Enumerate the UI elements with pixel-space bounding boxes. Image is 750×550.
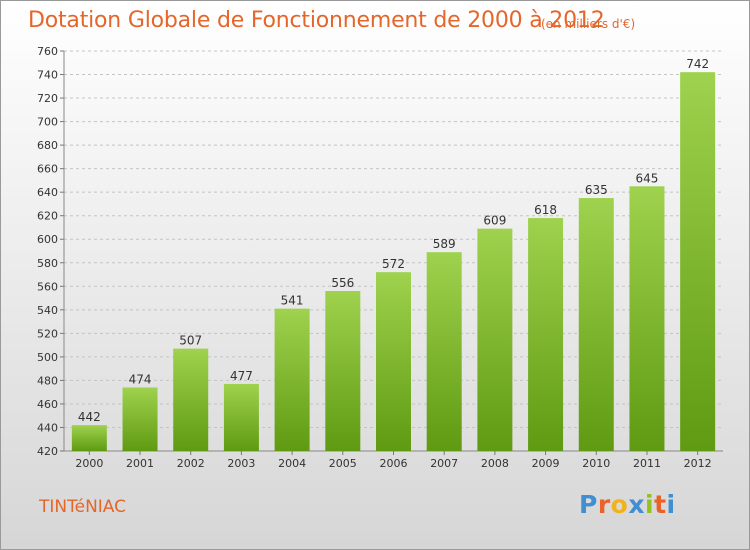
y-tick-label: 480 <box>37 374 58 387</box>
y-tick-label: 620 <box>37 210 58 223</box>
y-tick-label: 740 <box>37 69 58 82</box>
bar-2008 <box>477 228 513 451</box>
x-tick-label-2007: 2007 <box>430 457 458 470</box>
y-tick-label: 560 <box>37 280 58 293</box>
data-label-2012: 742 <box>686 57 709 71</box>
bar-2012 <box>680 72 716 452</box>
bar-2011 <box>629 186 665 451</box>
x-tick-label-2008: 2008 <box>481 457 509 470</box>
logo-letter: i <box>645 490 655 519</box>
y-tick-label: 600 <box>37 233 58 246</box>
labels: 420 440 460 480 500 520 540 560 580 600 620 640 660 6… <box>37 45 712 470</box>
bar-2006 <box>376 272 411 451</box>
y-tick-label: 640 <box>37 186 58 199</box>
data-label-2005: 556 <box>331 276 354 290</box>
x-tick-label-2003: 2003 <box>227 457 255 470</box>
x-tick-label-2000: 2000 <box>75 457 103 470</box>
bar-2002 <box>173 348 209 451</box>
y-tick-label: 420 <box>37 445 58 458</box>
bars <box>71 72 716 452</box>
data-label-2006: 572 <box>382 257 405 271</box>
y-tick-label: 580 <box>37 257 58 270</box>
logo-letter: r <box>597 490 611 519</box>
logo-letter: i <box>666 490 676 519</box>
bar-2001 <box>122 387 158 451</box>
data-label-2010: 635 <box>585 183 608 197</box>
logo-letter: o <box>610 490 629 519</box>
bar-2000 <box>71 425 107 451</box>
y-tick-label: 720 <box>37 92 58 105</box>
y-tick-label: 520 <box>37 327 58 340</box>
y-tick-label: 700 <box>37 116 58 129</box>
logo-letter: t <box>654 490 667 519</box>
data-label-2002: 507 <box>179 334 202 348</box>
y-tick-label: 500 <box>37 351 58 364</box>
bar-2010 <box>578 198 614 451</box>
data-label-2000: 442 <box>78 410 101 424</box>
y-tick-label: 540 <box>37 304 58 317</box>
chart-subtitle: (en milliers d'€) <box>541 17 636 31</box>
data-label-2003: 477 <box>230 369 253 383</box>
data-label-2001: 474 <box>129 372 152 386</box>
x-tick-label-2006: 2006 <box>380 457 408 470</box>
proxiti-logo[interactable]: Proxiti <box>579 490 676 519</box>
y-tick-label: 440 <box>37 421 58 434</box>
bar-2007 <box>426 252 462 451</box>
x-tick-label-2005: 2005 <box>329 457 357 470</box>
x-tick-label-2009: 2009 <box>532 457 560 470</box>
bar-2004 <box>274 308 310 451</box>
chart-title: Dotation Globale de Fonctionnement de 20… <box>28 8 605 33</box>
logo-letter: x <box>628 490 645 519</box>
x-tick-label-2012: 2012 <box>684 457 712 470</box>
data-label-2008: 609 <box>483 214 506 228</box>
data-label-2007: 589 <box>433 237 456 251</box>
y-tick-label: 680 <box>37 139 58 152</box>
bar-2005 <box>325 291 361 451</box>
data-label-2009: 618 <box>534 203 557 217</box>
y-tick-label: 460 <box>37 398 58 411</box>
y-tick-label: 760 <box>37 45 58 58</box>
bar-2003 <box>223 383 259 451</box>
x-tick-label-2004: 2004 <box>278 457 306 470</box>
logo-letter: P <box>579 490 598 519</box>
data-label-2011: 645 <box>636 171 659 185</box>
x-tick-label-2002: 2002 <box>177 457 205 470</box>
x-tick-label-2011: 2011 <box>633 457 661 470</box>
x-tick-label-2001: 2001 <box>126 457 154 470</box>
bar-2009 <box>528 218 564 451</box>
commune-name: TINTéNIAC <box>39 497 127 517</box>
y-tick-label: 660 <box>37 163 58 176</box>
data-label-2004: 541 <box>281 294 304 308</box>
x-tick-label-2010: 2010 <box>582 457 610 470</box>
